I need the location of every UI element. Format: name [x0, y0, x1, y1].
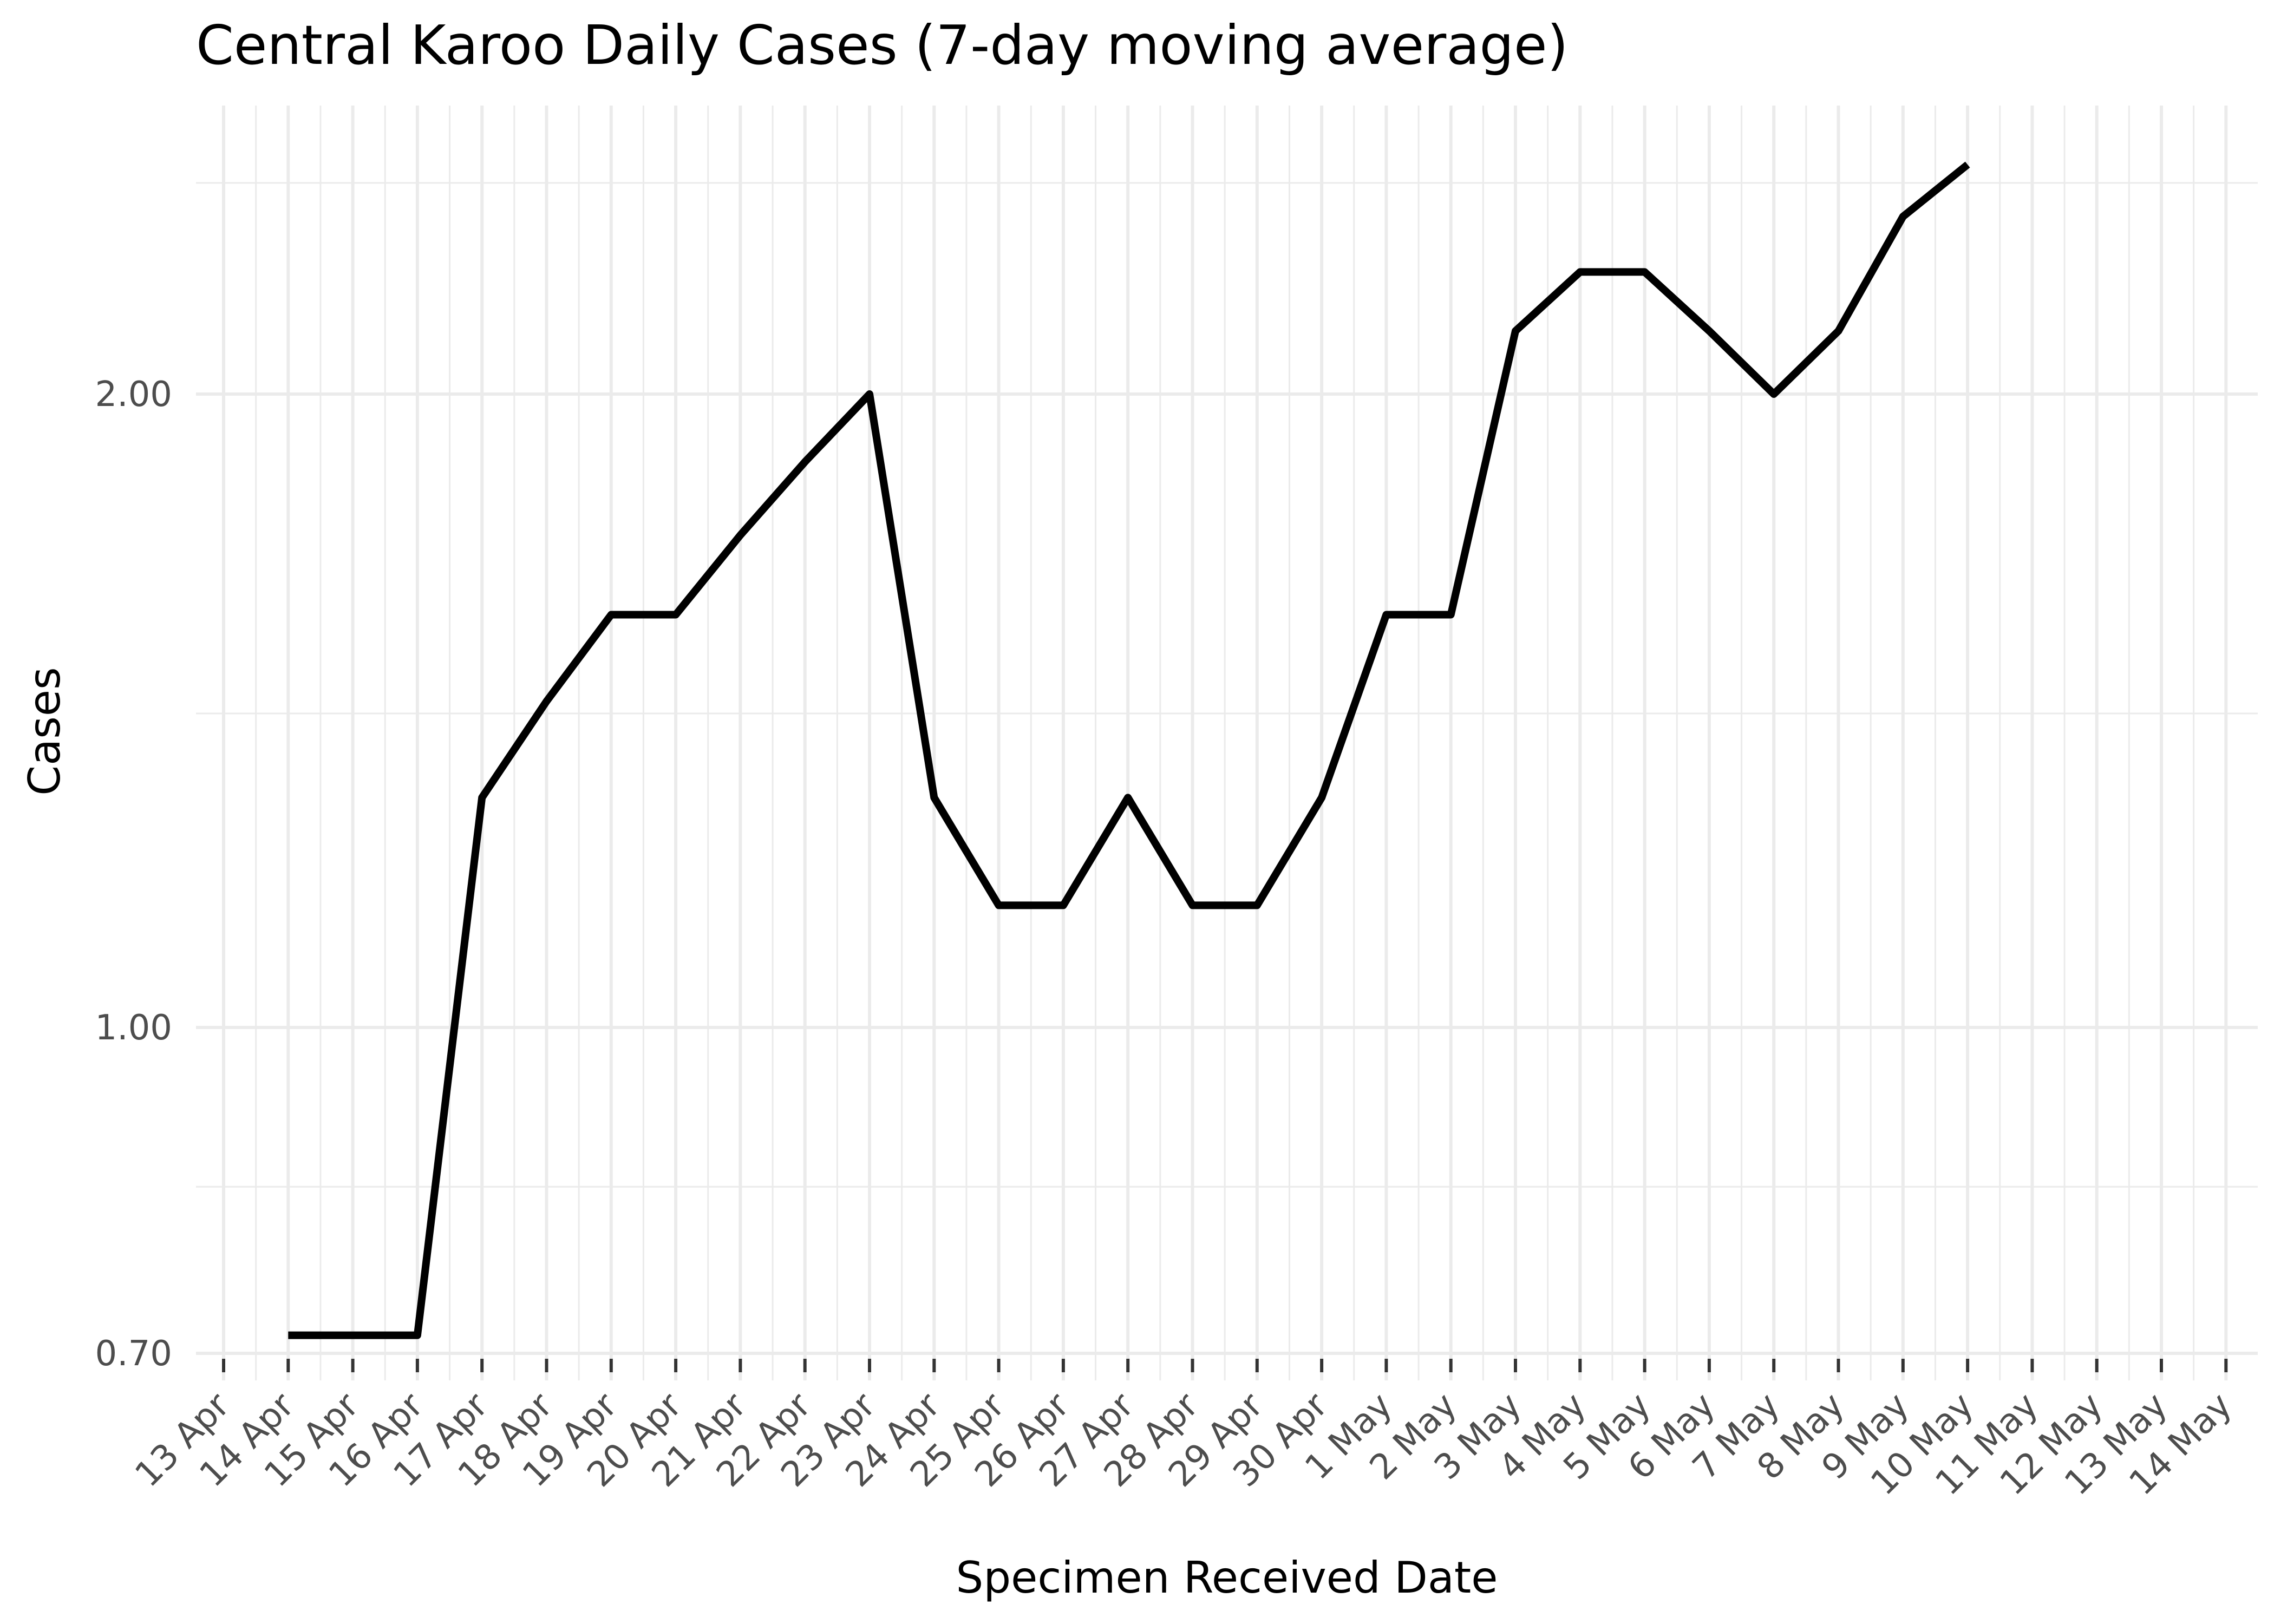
grid	[196, 106, 2258, 1380]
y-tick-label: 0.70	[95, 1334, 173, 1374]
x-axis-title: Specimen Received Date	[956, 1553, 1498, 1603]
y-tick-label: 1.00	[95, 1008, 173, 1048]
series-line	[288, 161, 1970, 1339]
y-axis-title: Cases	[19, 667, 70, 795]
y-axis-ticks: 0.70 1.00 2.00	[95, 375, 173, 1374]
series	[288, 161, 1970, 1339]
chart-title: Central Karoo Daily Cases (7-day moving …	[196, 14, 1569, 77]
y-tick-label: 2.00	[95, 375, 173, 415]
